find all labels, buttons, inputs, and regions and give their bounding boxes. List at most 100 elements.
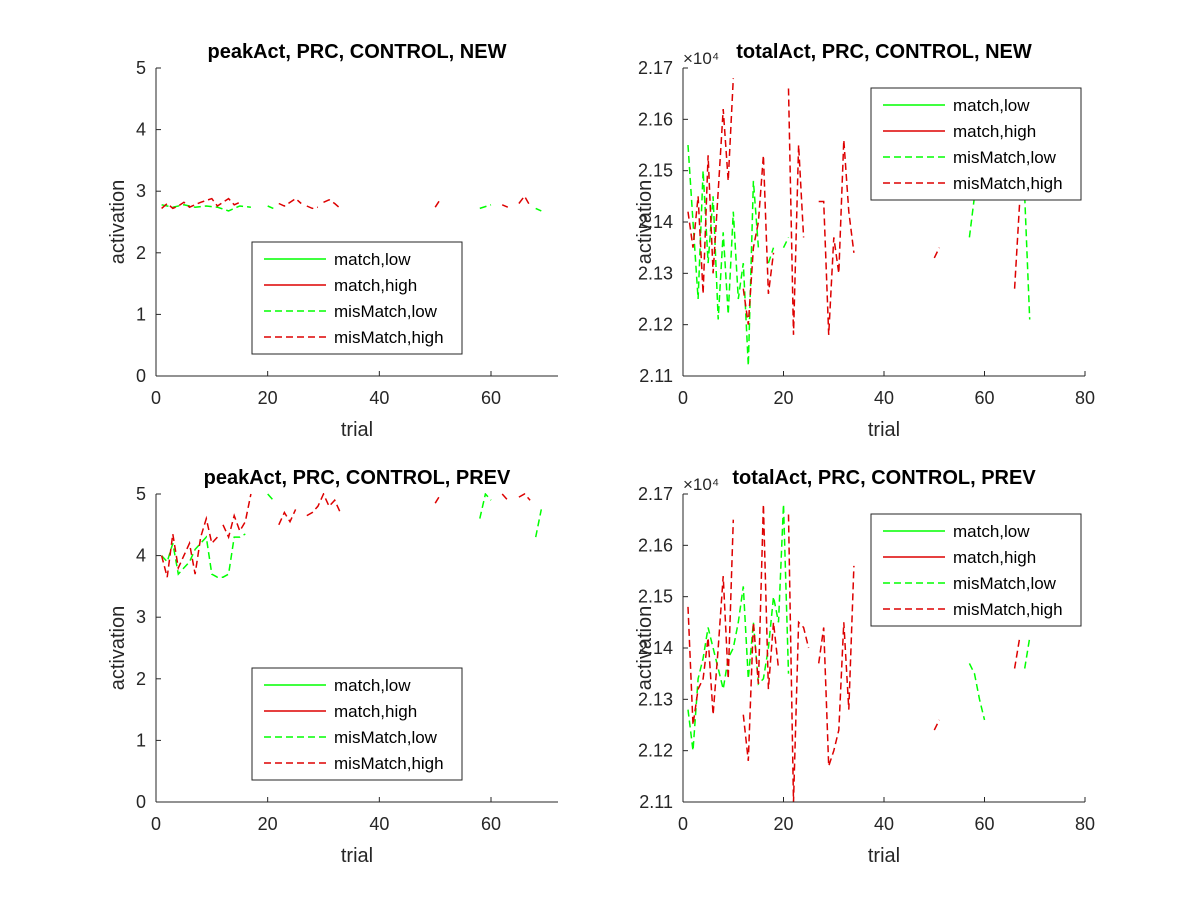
series-mismatch-low-segment-3 bbox=[782, 237, 790, 249]
y-tick-label: 2 bbox=[136, 243, 146, 263]
chart-panel-4: 0 20 40 60 80 2.11 2.12 2.13 2.14 2.15 2.16 2.17 tri… bbox=[634, 467, 1095, 867]
chart-title: peakAct, PRC, CONTROL, PREV bbox=[204, 467, 511, 489]
series-mismatch-low-segment-4 bbox=[535, 207, 542, 212]
series-mismatch-high-segment-6 bbox=[1013, 637, 1021, 669]
y-tick-label: 2 bbox=[136, 669, 146, 689]
legend-entry: match,low bbox=[953, 522, 1030, 541]
x-tick-label: 0 bbox=[678, 388, 688, 408]
legend-entry: misMatch,low bbox=[953, 148, 1057, 167]
x-tick-label: 0 bbox=[151, 814, 161, 834]
chart-panel-2: 0 20 40 60 80 2.11 2.12 2.13 2.14 2.15 2.16 2.17 tri… bbox=[634, 41, 1095, 441]
legend: match,low match,high misMatch,low misMatch,… bbox=[251, 667, 463, 781]
y-tick-label: 2.11 bbox=[639, 792, 673, 812]
series-mismatch-high-segment-5 bbox=[933, 247, 940, 259]
legend-entry: match,high bbox=[953, 548, 1036, 567]
chart-title: peakAct, PRC, CONTROL, NEW bbox=[208, 41, 507, 63]
series-mismatch-high-segment-7 bbox=[518, 493, 531, 501]
y-exponent-label: ×10⁴ bbox=[683, 49, 719, 68]
y-tick-label: 4 bbox=[136, 120, 146, 140]
y-tick-label: 2.15 bbox=[638, 161, 673, 181]
series-mismatch-high-segment-5 bbox=[434, 493, 442, 504]
series-mismatch-low-segment-1 bbox=[687, 144, 760, 366]
series-mismatch-high-segment-4 bbox=[817, 565, 855, 767]
legend: match,low match,high misMatch,low misMatch,… bbox=[251, 241, 463, 355]
x-axis-label: trial bbox=[341, 845, 373, 867]
x-tick-label: 40 bbox=[369, 388, 389, 408]
y-tick-label: 2.15 bbox=[638, 587, 673, 607]
y-tick-label: 4 bbox=[136, 546, 146, 566]
series-mismatch-high-segment-2 bbox=[742, 155, 775, 325]
series-mismatch-high-segment-2 bbox=[742, 504, 780, 761]
x-tick-label: 20 bbox=[773, 388, 793, 408]
legend-box bbox=[870, 87, 1082, 201]
legend-box bbox=[251, 667, 463, 781]
y-tick-label: 2.16 bbox=[638, 109, 673, 129]
x-axis-label: trial bbox=[341, 419, 373, 441]
series-mismatch-high-segment-3 bbox=[306, 205, 319, 210]
chart-panel-1: 0 20 40 60 0 1 2 3 4 5 trial activation peakAct, PRC… bbox=[107, 41, 558, 441]
series-mismatch-high-segment-7 bbox=[518, 194, 531, 207]
y-axis-label: activation bbox=[107, 180, 129, 265]
series-mismatch-high-segment-1 bbox=[160, 515, 218, 578]
y-tick-label: 3 bbox=[136, 607, 146, 627]
y-tick-label: 2.17 bbox=[638, 58, 673, 78]
series-mismatch-high-segment-3 bbox=[278, 509, 297, 526]
series-mismatch-low-segment-2 bbox=[968, 663, 986, 721]
y-tick-label: 5 bbox=[136, 58, 146, 78]
series-mismatch-high-segment-4 bbox=[818, 139, 855, 335]
y-tick-label: 5 bbox=[136, 484, 146, 504]
series-mismatch-high-segment-6 bbox=[1013, 201, 1021, 289]
chart-title: totalAct, PRC, CONTROL, PREV bbox=[732, 467, 1036, 489]
x-tick-label: 60 bbox=[481, 814, 501, 834]
x-tick-label: 0 bbox=[151, 388, 161, 408]
series-mismatch-high-segment-6 bbox=[501, 204, 509, 208]
legend-entry: match,high bbox=[953, 122, 1036, 141]
series-mismatch-high-segment-2 bbox=[222, 493, 252, 540]
x-tick-label: 80 bbox=[1075, 388, 1095, 408]
x-tick-label: 80 bbox=[1075, 814, 1095, 834]
legend-entry: match,high bbox=[334, 276, 417, 295]
series-mismatch-low-segment-2 bbox=[267, 493, 274, 501]
series-mismatch-high-segment-1 bbox=[687, 78, 735, 294]
legend-box bbox=[251, 241, 463, 355]
series-group bbox=[160, 493, 543, 578]
series-mismatch-low-segment-3 bbox=[1023, 637, 1031, 669]
legend-entry: misMatch,low bbox=[334, 302, 438, 321]
y-tick-label: 2.14 bbox=[638, 212, 673, 232]
x-tick-label: 0 bbox=[678, 814, 688, 834]
x-tick-label: 40 bbox=[874, 388, 894, 408]
series-mismatch-high-segment-4 bbox=[306, 493, 341, 517]
legend-entry: misMatch,low bbox=[953, 574, 1057, 593]
series-mismatch-high-segment-6 bbox=[501, 493, 509, 501]
x-tick-label: 40 bbox=[874, 814, 894, 834]
x-tick-label: 20 bbox=[258, 814, 278, 834]
x-tick-label: 60 bbox=[974, 814, 994, 834]
series-mismatch-high-segment-1 bbox=[161, 197, 241, 210]
series-mismatch-low-segment-1 bbox=[161, 204, 251, 212]
y-axis-label: activation bbox=[634, 606, 656, 691]
y-tick-label: 1 bbox=[136, 730, 146, 750]
y-tick-label: 2.16 bbox=[638, 535, 673, 555]
series-group bbox=[687, 504, 1031, 803]
legend-entry: misMatch,high bbox=[334, 328, 444, 347]
y-tick-label: 0 bbox=[136, 366, 146, 386]
legend: match,low match,high misMatch,low misMatch,… bbox=[870, 513, 1082, 627]
series-group bbox=[161, 194, 542, 212]
chart-panel-3: 0 20 40 60 0 1 2 3 4 5 trial activation peakAct, PRC… bbox=[107, 467, 558, 867]
series-mismatch-high-segment-3 bbox=[787, 514, 810, 803]
y-tick-label: 2.13 bbox=[638, 689, 673, 709]
series-mismatch-low-segment-5 bbox=[1023, 196, 1031, 320]
legend-entry: misMatch,low bbox=[334, 728, 438, 747]
series-mismatch-high-segment-3 bbox=[787, 88, 805, 335]
legend-entry: match,low bbox=[334, 250, 411, 269]
y-tick-label: 2.12 bbox=[638, 741, 673, 761]
series-mismatch-low-segment-2 bbox=[267, 205, 274, 210]
legend-entry: misMatch,high bbox=[953, 600, 1063, 619]
y-tick-label: 0 bbox=[136, 792, 146, 812]
series-mismatch-high-segment-4 bbox=[323, 198, 341, 209]
x-tick-label: 60 bbox=[481, 388, 501, 408]
y-tick-label: 3 bbox=[136, 181, 146, 201]
series-mismatch-low-segment-2 bbox=[767, 247, 775, 264]
y-axis-label: activation bbox=[634, 180, 656, 265]
